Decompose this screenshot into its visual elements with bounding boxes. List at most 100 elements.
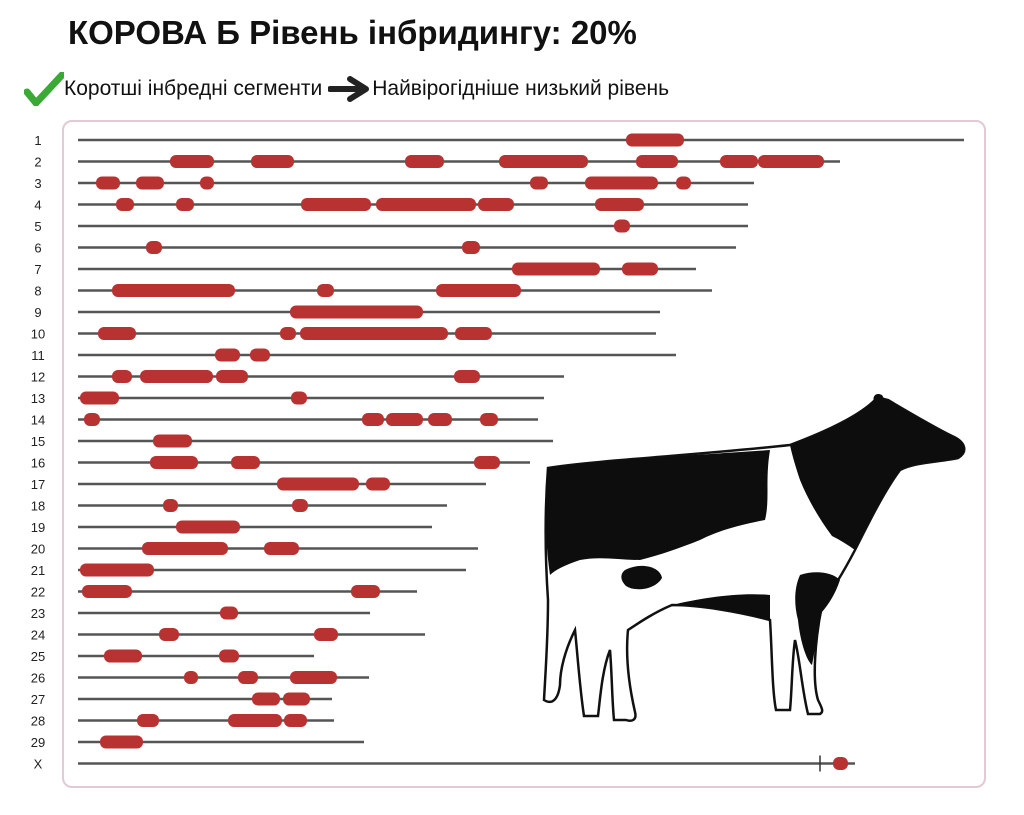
inbred-segment <box>351 585 380 598</box>
inbred-segment <box>220 606 238 620</box>
inbred-segment <box>428 413 452 426</box>
chromosome-row: 2 <box>34 155 840 170</box>
inbred-segment <box>251 155 294 168</box>
chromosome-label: 2 <box>34 155 41 170</box>
chromosome-label: 25 <box>31 649 45 664</box>
note-left: Коротші інбредні сегменти <box>64 77 323 100</box>
inbred-segment <box>614 219 630 233</box>
inbred-segment <box>104 649 142 663</box>
chromosome-label: 12 <box>31 370 45 385</box>
inbred-segment <box>219 649 239 663</box>
inbred-segment <box>252 692 280 706</box>
inbred-segment <box>283 692 310 706</box>
chromosome-row: 26 <box>31 671 369 686</box>
chromosome-label: X <box>34 757 43 772</box>
inbred-segment <box>366 477 390 491</box>
arrow-right-icon <box>328 76 370 102</box>
chromosome-label: 6 <box>34 241 41 256</box>
chromosome-panel <box>62 120 986 788</box>
chromosome-row: 6 <box>34 241 736 256</box>
inbred-segment <box>231 456 260 469</box>
chromosome-row: 13 <box>31 391 544 406</box>
check-icon <box>24 72 64 106</box>
chromosome-row: 16 <box>31 456 530 471</box>
inbred-segment <box>436 284 521 297</box>
inbred-segment <box>215 348 240 362</box>
inbred-segment <box>300 327 448 340</box>
chromosome-label: 29 <box>31 735 45 750</box>
chromosome-row: 29 <box>31 735 364 750</box>
chromosome-label: 7 <box>34 262 41 277</box>
chromosome-row: 17 <box>31 477 486 492</box>
chromosome-label: 21 <box>31 563 45 578</box>
inbred-segment <box>228 714 282 727</box>
inbred-segment <box>140 370 213 383</box>
chromosome-row: 12 <box>31 370 564 385</box>
inbred-segment <box>512 262 600 276</box>
chromosome-row: 15 <box>31 434 553 449</box>
note-right: Найвірогідніше низький рівень <box>372 77 670 100</box>
chromosome-label: 14 <box>31 413 45 428</box>
chromosome-label: 26 <box>31 671 45 686</box>
inbred-segment <box>499 155 588 168</box>
chromosome-label: 24 <box>31 628 45 643</box>
chromosome-row: 27 <box>31 692 332 707</box>
chromosome-label: 11 <box>31 348 45 363</box>
inbred-segment <box>585 176 658 190</box>
chromosome-row: 7 <box>34 262 696 277</box>
chromosome-label: 16 <box>31 456 45 471</box>
inbred-segment <box>622 262 658 276</box>
inbred-segment <box>290 305 423 319</box>
chromosome-label: 27 <box>31 692 45 707</box>
inbred-segment <box>284 714 307 727</box>
inbred-segment <box>82 585 132 598</box>
chromosome-row: 8 <box>34 284 712 299</box>
inbred-segment <box>530 176 548 190</box>
chromosome-label: 1 <box>34 133 41 148</box>
inbred-segment <box>250 348 270 362</box>
chromosome-row: 1 <box>34 133 964 148</box>
inbred-segment <box>200 176 214 190</box>
inbred-segment <box>376 198 476 211</box>
inbred-segment <box>264 542 299 555</box>
chromosome-label: 13 <box>31 391 45 406</box>
chromosome-label: 19 <box>31 520 45 535</box>
chromosome-label: 18 <box>31 499 45 514</box>
inbred-segment <box>720 155 758 168</box>
subtitle-row: Коротші інбредні сегменти Найвірогідніше… <box>24 72 669 106</box>
inbred-segment <box>290 671 337 684</box>
inbred-segment <box>292 499 308 512</box>
chromosome-row: 10 <box>31 327 656 342</box>
inbred-segment <box>112 284 235 297</box>
chromosome-row: 3 <box>34 176 754 191</box>
chromosome-label: 17 <box>31 477 45 492</box>
inbred-segment <box>626 133 684 147</box>
inbred-segment <box>277 477 359 491</box>
chromosome-row: 9 <box>34 305 660 320</box>
inbred-segment <box>454 370 480 383</box>
inbred-segment <box>153 434 192 448</box>
chromosome-label: 28 <box>31 714 45 729</box>
inbred-segment <box>146 241 162 254</box>
inbred-segment <box>317 284 334 297</box>
inbred-segment <box>163 499 178 512</box>
chromosome-row: 4 <box>34 198 748 213</box>
chromosome-row: 11 <box>31 348 676 363</box>
chromosome-row: 20 <box>31 542 478 557</box>
chromosome-row: 25 <box>31 649 314 664</box>
inbred-segment <box>478 198 514 211</box>
chromosome-label: 22 <box>31 585 45 600</box>
inbred-segment <box>291 391 307 405</box>
inbred-segment <box>80 391 119 405</box>
chromosome-row: 14 <box>31 413 538 428</box>
chromosome-label: 4 <box>34 198 41 213</box>
inbred-segment <box>176 520 240 534</box>
inbred-segment <box>159 628 179 641</box>
inbred-segment <box>314 628 338 641</box>
inbred-segment <box>455 327 492 340</box>
page-title: КОРОВА Б Рівень інбридингу: 20% <box>68 14 637 51</box>
chromosome-row: 22 <box>31 585 417 600</box>
chromosome-row: 19 <box>31 520 432 535</box>
